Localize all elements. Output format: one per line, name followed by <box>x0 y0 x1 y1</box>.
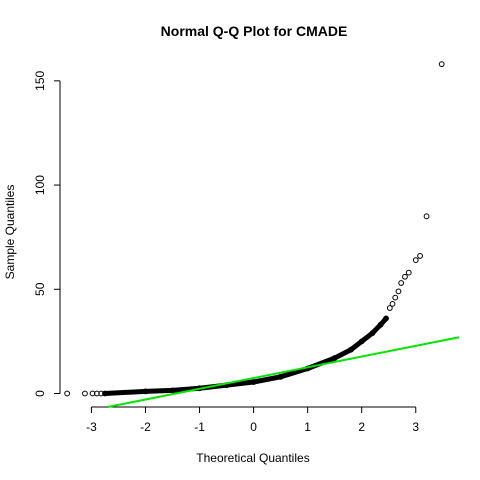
y-tick-label: 150 <box>33 71 47 91</box>
data-point <box>423 213 430 220</box>
data-point <box>395 288 402 295</box>
data-point <box>64 390 71 397</box>
x-tick-label: 2 <box>358 420 365 434</box>
reference-line <box>107 336 460 409</box>
y-tick-label: 50 <box>33 282 47 296</box>
data-point <box>398 280 405 286</box>
points-layer <box>64 61 445 397</box>
x-tick-label: 3 <box>412 420 419 434</box>
data-point <box>392 294 399 301</box>
data-point <box>389 300 396 307</box>
y-tick-label: 0 <box>33 390 47 397</box>
x-tick-label: 0 <box>250 420 257 434</box>
data-point <box>412 257 419 263</box>
dense-point-band <box>102 315 389 396</box>
axes: -3 -2 -1 0 1 2 3 0 50 100 150 <box>33 71 419 434</box>
x-tick-label: -1 <box>194 420 205 434</box>
y-tick-label: 100 <box>33 175 47 195</box>
data-point <box>82 390 88 397</box>
data-point <box>405 269 412 276</box>
x-tick-label: 1 <box>304 420 311 434</box>
y-axis-label: Sample Quantiles <box>3 185 17 280</box>
data-point <box>402 273 408 280</box>
data-point <box>417 253 423 259</box>
x-tick-label: -3 <box>86 420 97 434</box>
reference-line-layer <box>107 336 460 409</box>
chart-title: Normal Q-Q Plot for CMADE <box>161 23 348 39</box>
x-axis-label: Theoretical Quantiles <box>196 451 309 465</box>
x-tick-label: -2 <box>140 420 151 434</box>
data-point <box>386 305 393 311</box>
data-point <box>438 61 445 68</box>
